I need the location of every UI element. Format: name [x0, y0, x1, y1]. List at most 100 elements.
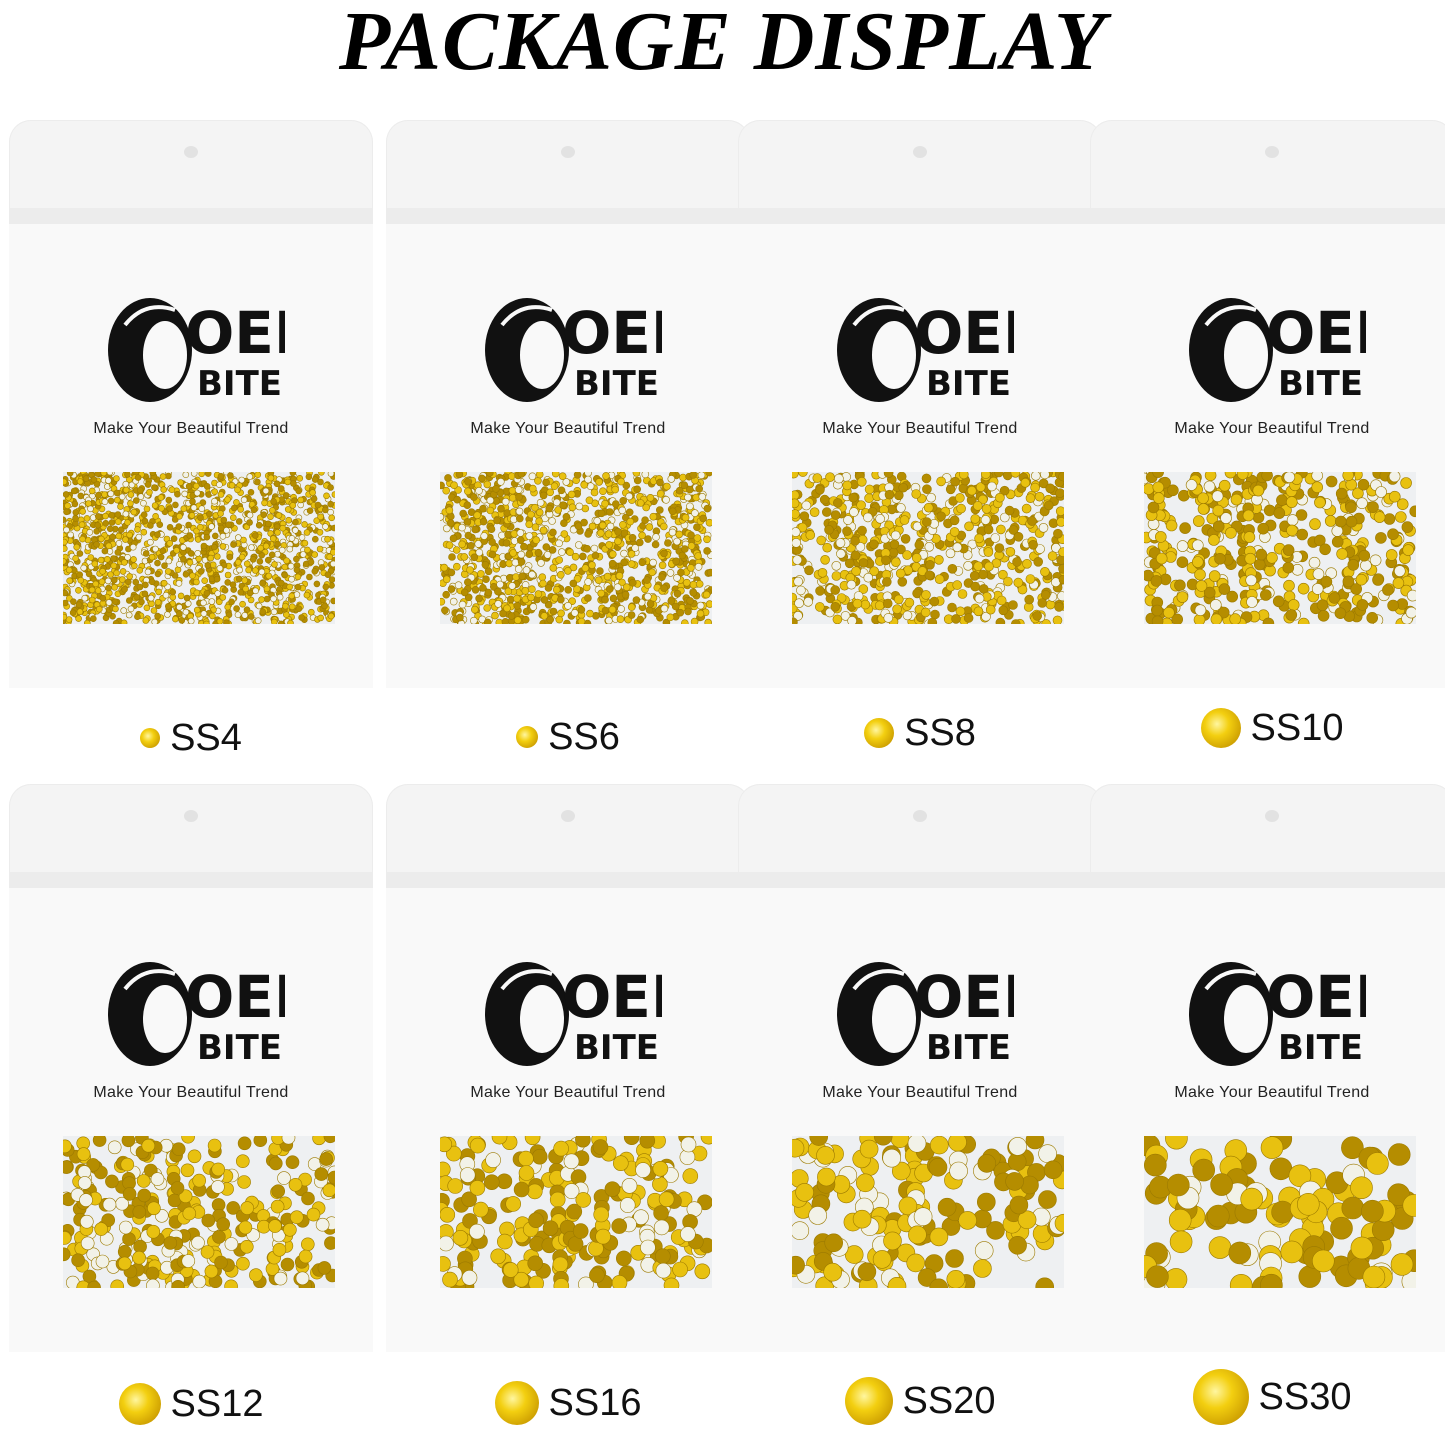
- rhinestone: [204, 1264, 219, 1279]
- rhinestone: [887, 1277, 907, 1288]
- rhinestone: [87, 505, 94, 513]
- rhinestone: [315, 1217, 330, 1232]
- rhinestone: [1008, 600, 1018, 610]
- rhinestone: [115, 540, 123, 547]
- rhinestone: [1025, 574, 1036, 584]
- rhinestone: [175, 580, 183, 587]
- rhinestone: [947, 564, 958, 574]
- rhinestone: [978, 569, 988, 580]
- rhinestone: [67, 531, 74, 539]
- rhinestone: [653, 1219, 670, 1236]
- rhinestone: [907, 1136, 927, 1153]
- rhinestone: [491, 1136, 508, 1145]
- rhinestone: [525, 550, 534, 558]
- rhinestone: [648, 568, 656, 577]
- rhinestone: [994, 543, 1005, 553]
- rhinestone: [575, 502, 584, 511]
- rhinestone: [464, 593, 473, 602]
- rhinestone: [1350, 1236, 1374, 1260]
- rhinestone: [535, 472, 544, 479]
- rhinestone: [652, 533, 660, 541]
- rhinestone: [598, 521, 607, 530]
- rhinestone: [283, 1223, 297, 1237]
- rhinestone: [834, 473, 844, 484]
- rhinestone: [612, 500, 620, 508]
- rhinestone: [1229, 613, 1241, 624]
- rhinestone: [200, 542, 208, 550]
- rhinestone: [443, 524, 451, 533]
- rhinestone: [1387, 599, 1399, 612]
- rhinestone: [981, 504, 992, 514]
- rhinestone: [106, 472, 114, 476]
- rhinestone: [63, 599, 69, 607]
- rhinestone: [571, 609, 579, 617]
- rhinestone: [627, 611, 636, 619]
- rhinestone: [883, 472, 894, 478]
- rhinestone: [440, 1136, 453, 1153]
- rhinestone: [1218, 583, 1231, 595]
- rhinestone: [913, 1207, 933, 1226]
- rhinestone: [454, 581, 463, 589]
- rhinestone-icon: [1192, 1369, 1249, 1425]
- rhinestone: [1152, 472, 1164, 478]
- rhinestone: [277, 1171, 291, 1185]
- rhinestone: [258, 596, 265, 603]
- rhinestone: [549, 528, 557, 537]
- rhinestone: [288, 1177, 303, 1192]
- rhinestone: [456, 613, 464, 622]
- rhinestone: [996, 524, 1006, 535]
- rhinestone: [928, 1157, 948, 1177]
- rhinestone: [620, 558, 628, 567]
- hang-hole: [184, 810, 198, 822]
- rhinestone: [106, 525, 114, 533]
- rhinestone: [63, 526, 70, 534]
- rhinestone: [1309, 518, 1321, 530]
- rhinestone: [237, 1175, 251, 1189]
- rhinestone: [660, 522, 668, 531]
- rhinestone: [573, 585, 581, 593]
- rhinestone: [226, 1201, 240, 1215]
- rhinestone: [857, 477, 867, 487]
- rhinestone: [529, 484, 537, 493]
- brand-logo: OEI BITE: [837, 298, 1014, 404]
- rhinestone: [187, 617, 195, 624]
- rhinestone: [126, 531, 133, 539]
- rhinestone: [792, 555, 803, 565]
- rhinestone: [502, 539, 511, 547]
- rhinestone: [327, 612, 335, 620]
- rhinestone: [573, 472, 582, 479]
- rhinestone: [658, 573, 666, 581]
- rhinestone: [288, 575, 295, 583]
- rhinestone: [646, 493, 655, 502]
- rhinestone: [863, 572, 874, 583]
- rhinestone: [597, 529, 605, 537]
- rhinestone: [1308, 556, 1321, 569]
- rhinestone: [553, 1140, 569, 1157]
- rhinestone: [219, 533, 227, 540]
- rhinestone: [269, 1156, 283, 1171]
- rhinestone: [896, 503, 906, 513]
- rhinestone: [809, 507, 820, 518]
- rhinestone: [930, 609, 940, 620]
- rhinestone: [141, 1138, 156, 1153]
- rhinestone: [1150, 575, 1163, 587]
- rhinestone: [238, 476, 245, 484]
- rhinestone: [506, 595, 515, 604]
- rhinestone: [281, 571, 288, 579]
- rhinestone: [1176, 591, 1189, 603]
- rhinestone: [1144, 1153, 1167, 1177]
- rhinestone: [198, 505, 206, 513]
- rhinestone: [1020, 478, 1031, 488]
- rhinestone-icon: [140, 728, 161, 748]
- gem-window: [792, 472, 1064, 624]
- rhinestone: [79, 1193, 93, 1207]
- rhinestone: [860, 599, 871, 610]
- rhinestone: [1312, 1249, 1335, 1273]
- rhinestone: [238, 1220, 253, 1235]
- rhinestone: [192, 1173, 206, 1188]
- rhinestone: [1400, 477, 1412, 489]
- rhinestone: [518, 572, 526, 580]
- rhinestone: [626, 517, 635, 526]
- rhinestone: [216, 481, 223, 488]
- rhinestone: [288, 535, 296, 542]
